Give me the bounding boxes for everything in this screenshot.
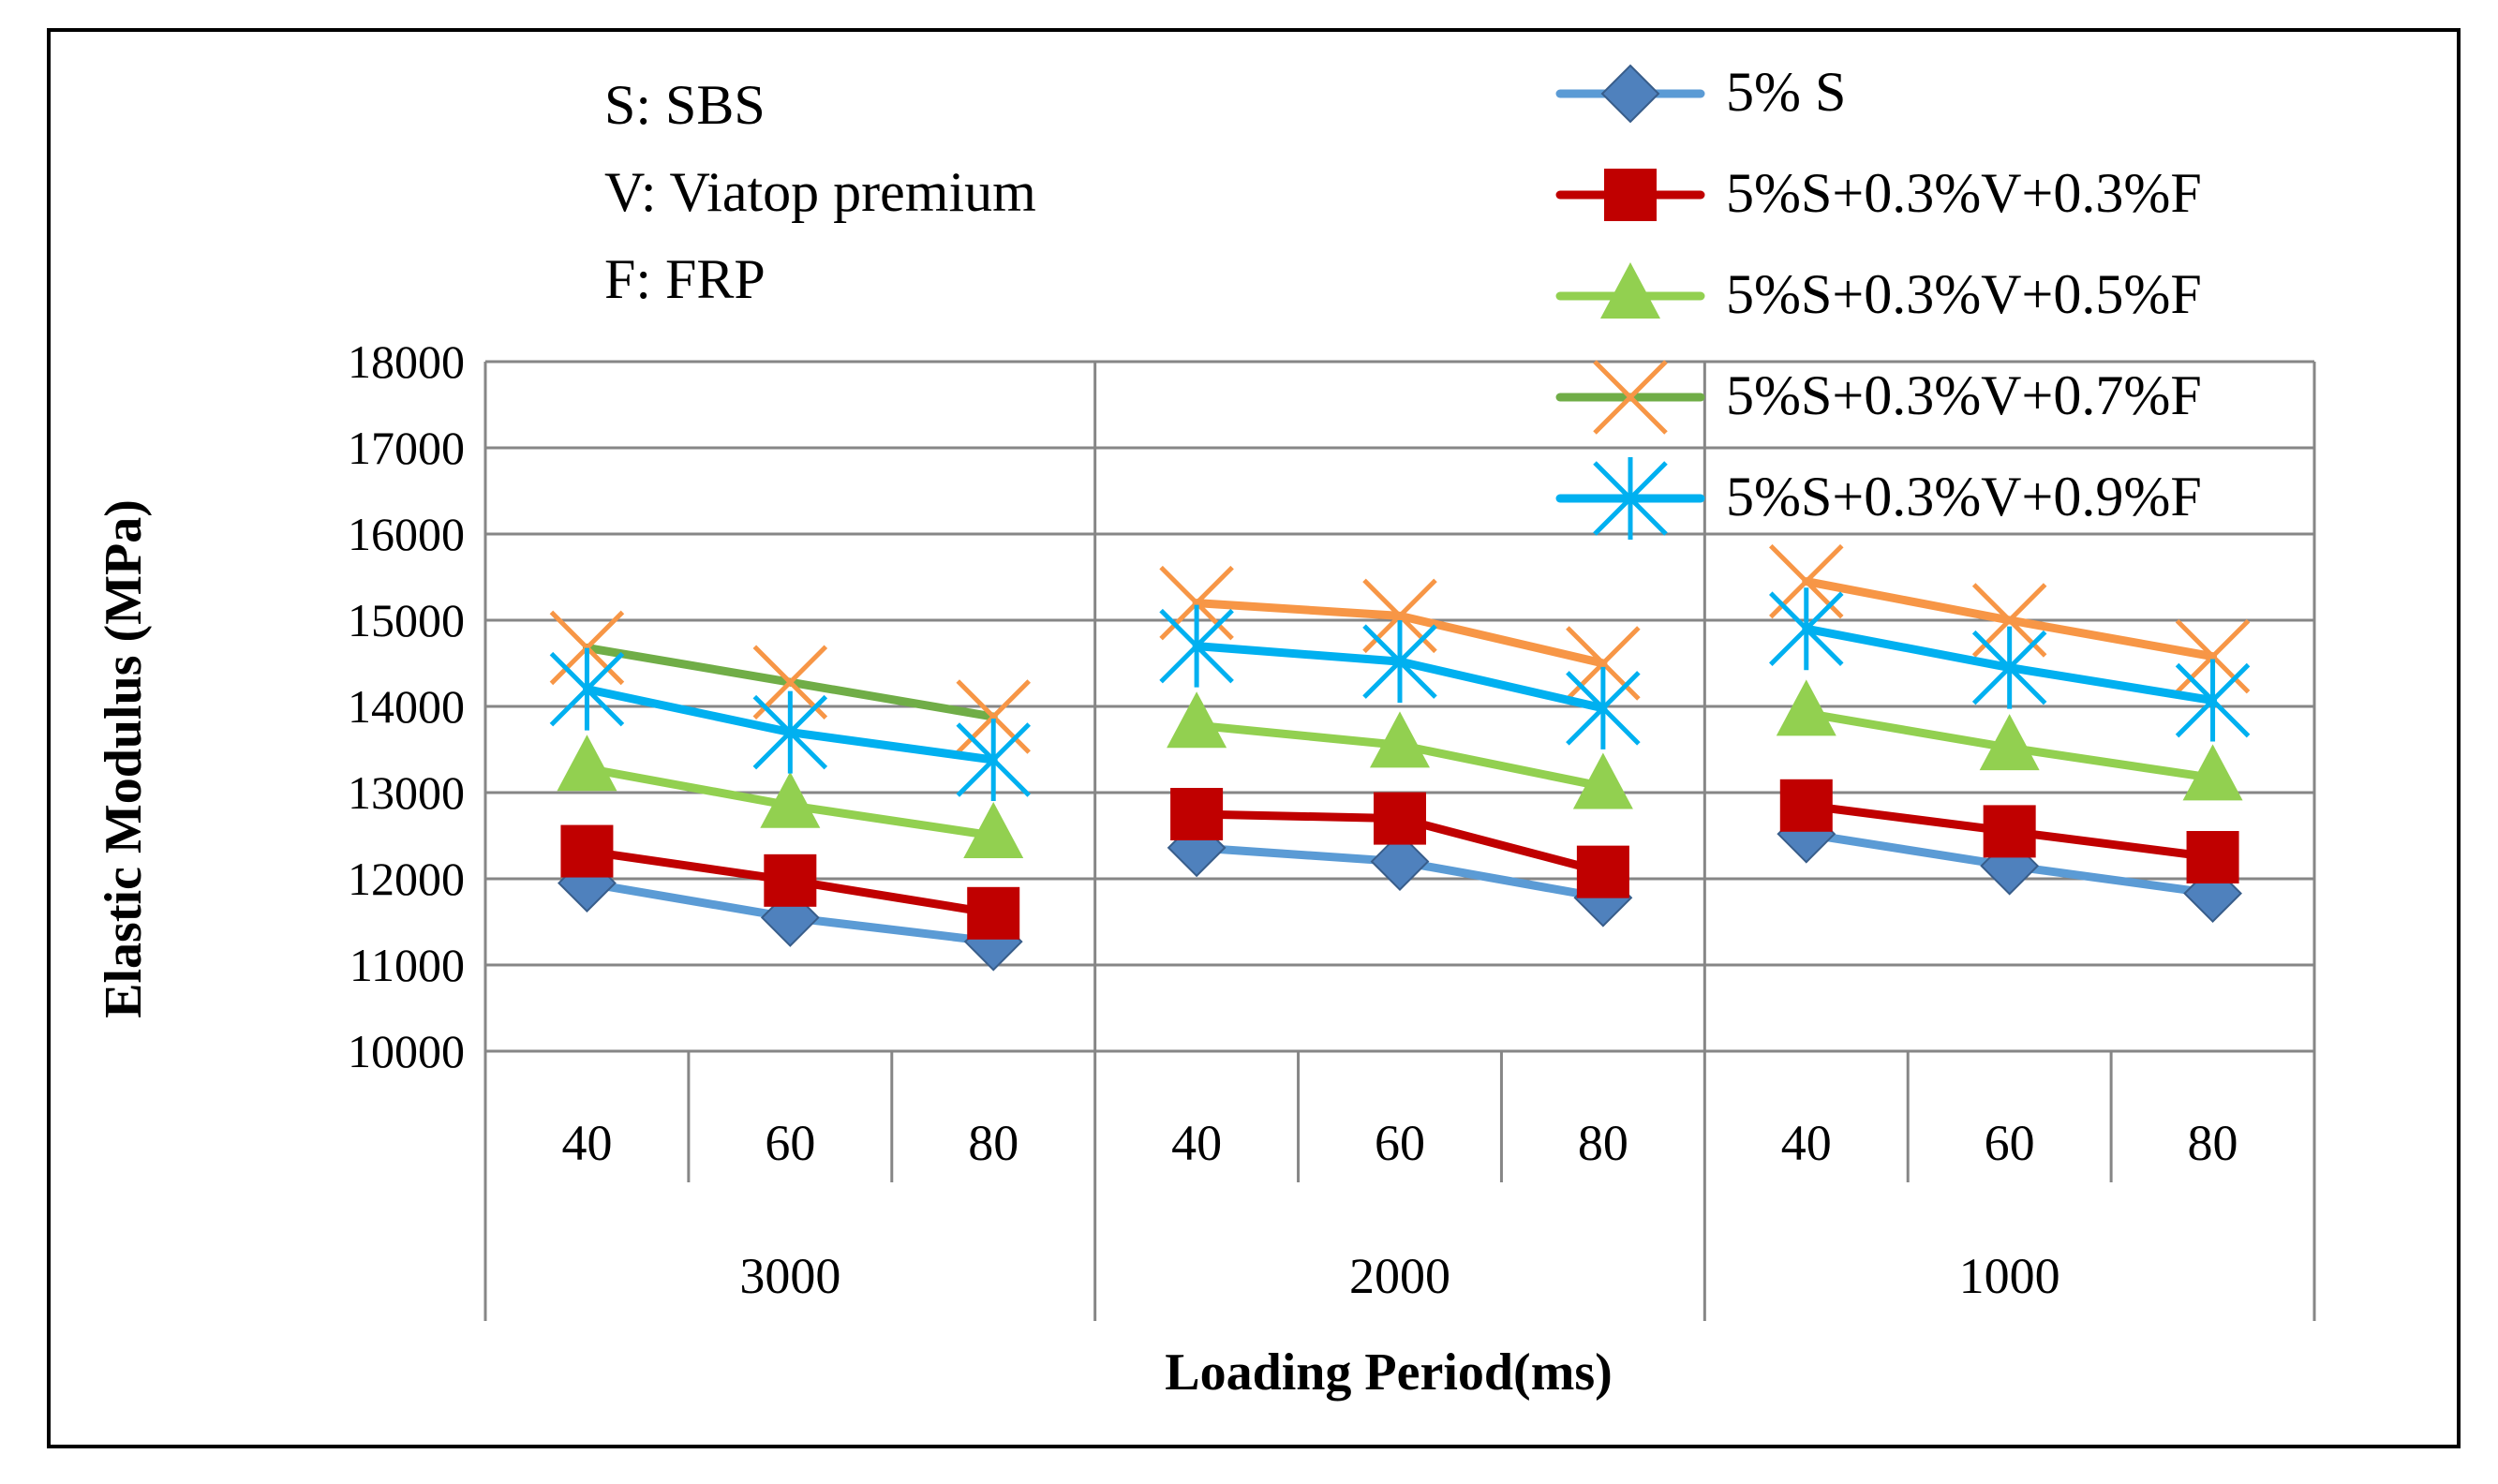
data-point <box>1167 691 1227 749</box>
group-label: 1000 <box>1959 1248 2060 1304</box>
data-point <box>967 886 1020 940</box>
data-point <box>560 824 614 878</box>
y-tick-label: 10000 <box>348 1025 465 1077</box>
legend-label-5: 5%S+0.3%V+0.9%F <box>1726 466 2202 527</box>
axis-lines <box>483 362 2316 1321</box>
data-point <box>1769 587 1844 671</box>
data-point <box>1600 262 1660 319</box>
data-point <box>2175 618 2251 694</box>
category-label: 40 <box>1781 1115 1832 1171</box>
data-point <box>1159 604 1234 688</box>
data-point <box>549 647 625 731</box>
category-label: 80 <box>968 1115 1019 1171</box>
category-label: 60 <box>1375 1115 1425 1171</box>
y-tick-label: 14000 <box>348 680 465 733</box>
legend-label-2: 5%S+0.3%V+0.3%F <box>1726 162 2202 224</box>
data-point <box>1604 169 1657 221</box>
legend-label-1: 5% S <box>1726 61 1846 123</box>
category-labels: 40 60 80 3000 40 60 80 2000 40 60 80 1000 <box>561 1115 2238 1304</box>
series-2 <box>560 779 2239 940</box>
group-label: 2000 <box>1349 1248 1450 1304</box>
x-axis-title: Loading Period(ms) <box>1165 1343 1613 1402</box>
legend-label-4: 5%S+0.3%V+0.7%F <box>1726 364 2202 426</box>
y-tick-labels: 10000 11000 12000 13000 14000 15000 16000 17000… <box>348 335 465 1077</box>
data-point <box>1971 626 2047 709</box>
notes-box: S: SBS V: Viatop premium F: FRP <box>604 74 1036 310</box>
series-5 <box>549 587 2251 802</box>
category-label: 60 <box>765 1115 815 1171</box>
note-line-1: S: SBS <box>604 74 766 136</box>
data-point <box>549 610 625 686</box>
data-point <box>1979 714 2040 771</box>
data-point <box>1593 457 1668 540</box>
note-line-3: F: FRP <box>604 248 766 310</box>
data-point <box>956 719 1031 802</box>
data-point <box>760 771 821 828</box>
series-3 <box>557 679 2243 858</box>
data-point <box>2186 831 2239 883</box>
data-point <box>752 690 828 774</box>
y-tick-label: 11000 <box>349 939 465 991</box>
y-tick-label: 18000 <box>348 335 465 388</box>
category-label: 40 <box>561 1115 612 1171</box>
data-point <box>963 802 1024 858</box>
data-point <box>1779 779 1833 832</box>
data-point <box>1170 788 1224 840</box>
note-line-2: V: Viatop premium <box>604 161 1036 223</box>
category-label: 80 <box>1578 1115 1628 1171</box>
y-axis-title: Elastic Modulus (MPa) <box>95 499 153 1018</box>
y-tick-label: 13000 <box>348 766 465 819</box>
group-label: 3000 <box>739 1248 840 1304</box>
y-tick-label: 17000 <box>348 422 465 474</box>
data-point <box>1776 679 1836 736</box>
data-point <box>1600 64 1660 124</box>
category-label: 40 <box>1171 1115 1222 1171</box>
y-tick-label: 12000 <box>348 853 465 905</box>
data-point <box>557 735 617 792</box>
data-point <box>1362 620 1437 704</box>
data-point <box>1576 845 1629 898</box>
data-point <box>1370 832 1430 892</box>
category-label: 60 <box>1985 1115 2035 1171</box>
data-point <box>1159 565 1234 641</box>
data-point <box>1593 360 1668 435</box>
y-tick-label: 16000 <box>348 508 465 560</box>
series-layer <box>549 543 2251 972</box>
data-point <box>1566 666 1641 749</box>
data-point <box>1374 792 1426 845</box>
legend: 5% S 5%S+0.3%V+0.3%F 5%S+0.3%V+0.5%F 5%S… <box>1555 61 2202 540</box>
data-point <box>1370 711 1430 768</box>
data-point <box>956 679 1031 754</box>
legend-label-3: 5%S+0.3%V+0.5%F <box>1726 263 2202 325</box>
y-tick-label: 15000 <box>348 594 465 646</box>
data-point <box>2175 659 2251 742</box>
data-point <box>2182 744 2243 801</box>
data-point <box>764 853 817 907</box>
data-point <box>1572 752 1633 809</box>
data-point <box>1983 805 2036 858</box>
category-label: 80 <box>2188 1115 2238 1171</box>
chart-frame <box>47 28 2461 1448</box>
